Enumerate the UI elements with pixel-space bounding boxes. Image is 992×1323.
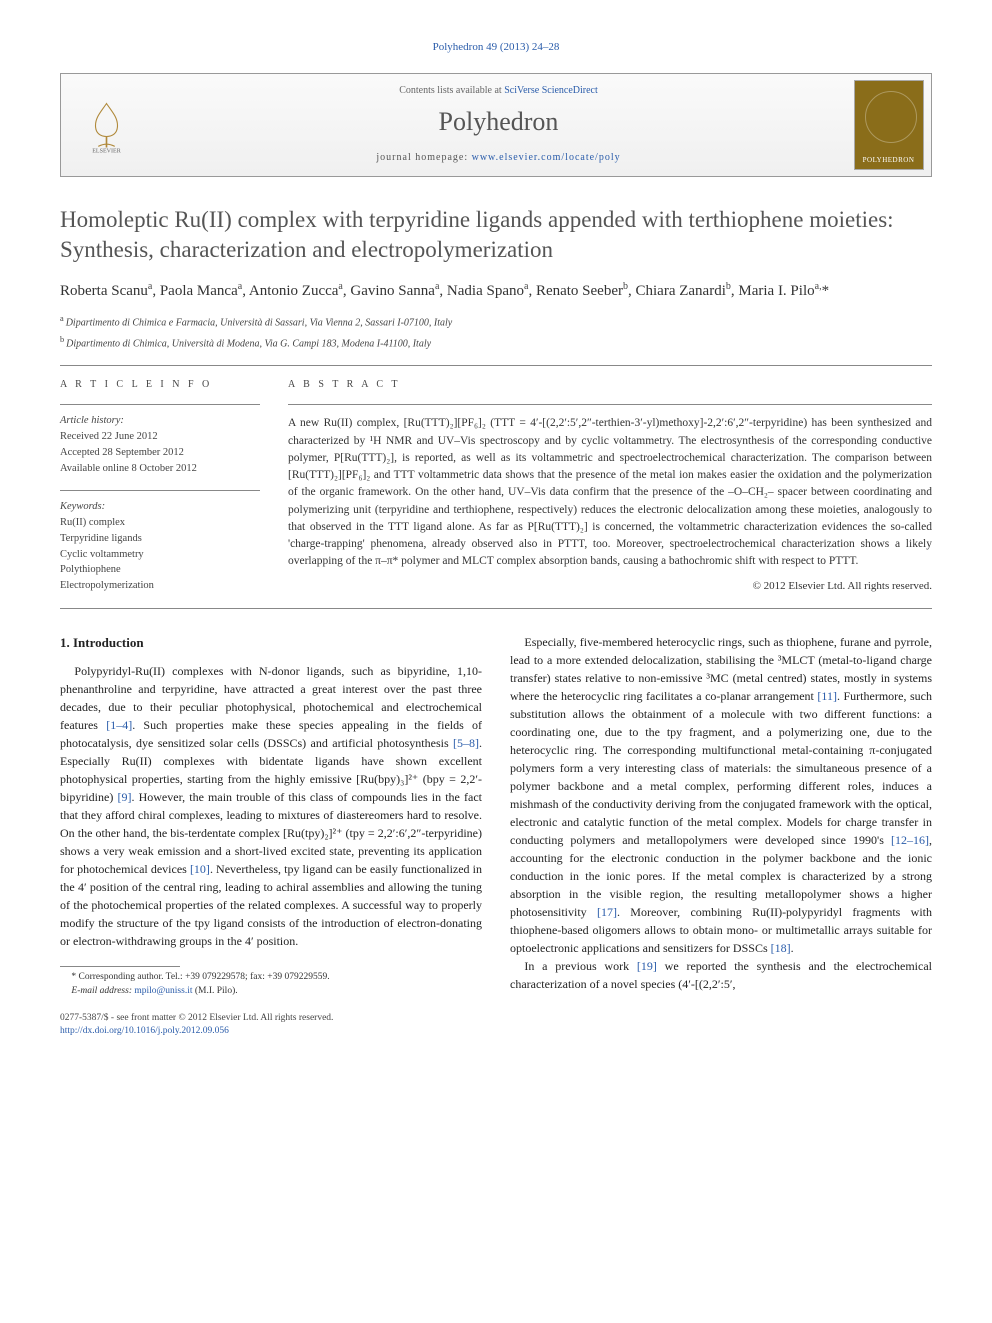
keyword: Polythiophene [60, 562, 260, 578]
doi-link[interactable]: http://dx.doi.org/10.1016/j.poly.2012.09… [60, 1026, 229, 1036]
keywords-header: Keywords: [60, 499, 260, 515]
affiliations: aDipartimento di Chimica e Farmacia, Uni… [60, 313, 932, 352]
footnote-separator [60, 966, 180, 967]
email-name: (M.I. Pilo). [195, 986, 238, 996]
email-footnote: E-mail address: mpilo@uniss.it (M.I. Pil… [60, 985, 482, 998]
article-title: Homoleptic Ru(II) complex with terpyridi… [60, 205, 932, 265]
body-paragraph: Polypyridyl-Ru(II) complexes with N-dono… [60, 662, 482, 950]
history-header: Article history: [60, 413, 260, 429]
doi-line: http://dx.doi.org/10.1016/j.poly.2012.09… [60, 1025, 333, 1038]
info-abstract-row: A R T I C L E I N F O Article history: R… [60, 378, 932, 594]
corresponding-email-link[interactable]: mpilo@uniss.it [134, 986, 192, 996]
affiliation-a: aDipartimento di Chimica e Farmacia, Uni… [60, 313, 932, 330]
elsevier-logo-icon: ELSEVIER [79, 98, 134, 153]
cover-thumbnail-box: POLYHEDRON [846, 74, 931, 176]
keyword: Electropolymerization [60, 578, 260, 594]
masthead: ELSEVIER Contents lists available at Sci… [60, 73, 932, 177]
contents-list-line: Contents lists available at SciVerse Sci… [151, 84, 846, 98]
divider [60, 490, 260, 491]
issn-copyright-block: 0277-5387/$ - see front matter © 2012 El… [60, 1012, 333, 1039]
abstract-copyright: © 2012 Elsevier Ltd. All rights reserved… [288, 579, 932, 594]
body-two-column: 1. Introduction Polypyridyl-Ru(II) compl… [60, 633, 932, 998]
abstract-column: A B S T R A C T A new Ru(II) complex, [R… [288, 378, 932, 594]
article-info-column: A R T I C L E I N F O Article history: R… [60, 378, 260, 594]
journal-cover-icon: POLYHEDRON [854, 80, 924, 170]
divider [60, 608, 932, 609]
received-date: Received 22 June 2012 [60, 429, 260, 445]
journal-homepage-line: journal homepage: www.elsevier.com/locat… [151, 151, 846, 165]
keywords-block: Keywords: Ru(II) complex Terpyridine lig… [60, 499, 260, 594]
divider [288, 404, 932, 405]
keyword: Terpyridine ligands [60, 531, 260, 547]
divider [60, 365, 932, 366]
masthead-center: Contents lists available at SciVerse Sci… [151, 74, 846, 176]
journal-name: Polyhedron [151, 104, 846, 140]
cover-caption: POLYHEDRON [855, 156, 923, 166]
body-paragraph: In a previous work [19] we reported the … [510, 957, 932, 993]
article-info-label: A R T I C L E I N F O [60, 378, 260, 392]
issn-line: 0277-5387/$ - see front matter © 2012 El… [60, 1012, 333, 1025]
journal-reference: Polyhedron 49 (2013) 24–28 [60, 40, 932, 55]
article-history: Article history: Received 22 June 2012 A… [60, 413, 260, 476]
affil-text: Dipartimento di Chimica e Farmacia, Univ… [66, 317, 453, 328]
abstract-text: A new Ru(II) complex, [Ru(TTT)₂][PF₆]₂ (… [288, 415, 932, 570]
body-paragraph: Especially, five-membered heterocyclic r… [510, 633, 932, 957]
abstract-label: A B S T R A C T [288, 378, 932, 392]
divider [60, 404, 260, 405]
email-label: E-mail address: [71, 986, 132, 996]
contents-prefix: Contents lists available at [399, 85, 504, 96]
keyword: Cyclic voltammetry [60, 547, 260, 563]
homepage-prefix: journal homepage: [376, 152, 471, 163]
authors-line: Roberta Scanua, Paola Mancaa, Antonio Zu… [60, 279, 932, 303]
online-date: Available online 8 October 2012 [60, 461, 260, 477]
affil-text: Dipartimento di Chimica, Università di M… [66, 338, 431, 349]
affil-mark: a [60, 314, 64, 323]
affiliation-b: bDipartimento di Chimica, Università di … [60, 334, 932, 351]
publisher-logo-box: ELSEVIER [61, 74, 151, 176]
footer-bar: 0277-5387/$ - see front matter © 2012 El… [60, 1012, 932, 1039]
svg-text:ELSEVIER: ELSEVIER [92, 148, 122, 153]
corresponding-author-footnote: * Corresponding author. Tel.: +39 079229… [60, 971, 482, 984]
affil-mark: b [60, 335, 64, 344]
journal-homepage-link[interactable]: www.elsevier.com/locate/poly [472, 152, 621, 163]
section-heading-introduction: 1. Introduction [60, 633, 482, 653]
sciencedirect-link[interactable]: SciVerse ScienceDirect [504, 85, 598, 96]
accepted-date: Accepted 28 September 2012 [60, 445, 260, 461]
keyword: Ru(II) complex [60, 515, 260, 531]
